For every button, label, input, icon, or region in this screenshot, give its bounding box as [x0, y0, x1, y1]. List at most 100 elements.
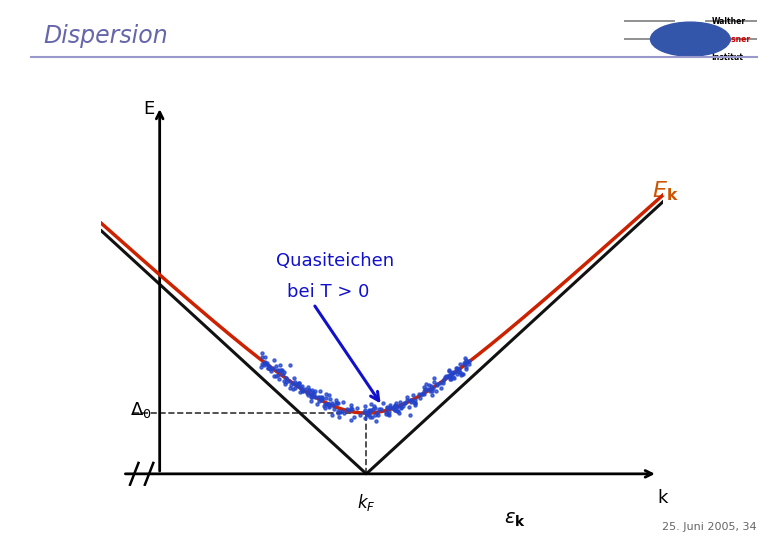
Point [404, 410, 417, 419]
Point [268, 372, 280, 380]
Point [406, 397, 418, 406]
Point [403, 402, 416, 411]
Point [360, 409, 373, 418]
Point [405, 396, 417, 404]
Point [425, 387, 438, 395]
Point [373, 405, 385, 414]
Point [341, 405, 353, 414]
Point [423, 381, 435, 390]
Text: 25. Juni 2005, 34: 25. Juni 2005, 34 [662, 522, 757, 532]
Point [389, 406, 402, 415]
Point [431, 381, 444, 390]
Point [434, 379, 447, 388]
Point [409, 399, 421, 407]
Point [262, 364, 275, 373]
Text: bei T > 0: bei T > 0 [287, 283, 369, 301]
Point [437, 377, 449, 386]
Point [425, 382, 438, 390]
Point [314, 386, 326, 395]
Point [363, 410, 375, 418]
Point [315, 393, 328, 402]
Point [435, 384, 448, 393]
Point [395, 404, 407, 413]
Point [413, 389, 425, 398]
Point [431, 379, 443, 388]
Point [332, 408, 345, 417]
Point [307, 388, 320, 397]
Point [322, 400, 335, 408]
Point [330, 399, 342, 408]
Point [321, 400, 334, 409]
Text: Meissner: Meissner [711, 35, 750, 44]
Point [388, 406, 401, 415]
Point [303, 385, 315, 394]
Point [365, 400, 378, 408]
Point [359, 401, 371, 410]
Point [345, 404, 357, 413]
Point [284, 383, 296, 392]
Point [306, 386, 318, 394]
Point [451, 370, 463, 379]
Text: $E_\mathbf{k}$: $E_\mathbf{k}$ [652, 180, 679, 204]
Point [334, 408, 346, 416]
Point [305, 393, 317, 401]
Point [418, 385, 431, 394]
Point [420, 384, 433, 393]
Point [257, 361, 270, 370]
Point [323, 391, 335, 400]
Point [383, 401, 395, 410]
Point [324, 394, 337, 403]
Point [453, 368, 466, 377]
Point [404, 396, 417, 404]
Point [394, 397, 406, 406]
Point [257, 359, 270, 367]
Point [306, 393, 318, 402]
Point [346, 405, 358, 414]
Point [291, 380, 303, 389]
Point [273, 374, 285, 383]
Point [260, 360, 272, 368]
Point [289, 377, 301, 386]
Point [284, 360, 296, 369]
Point [444, 372, 456, 381]
Point [383, 407, 395, 416]
Point [347, 412, 360, 421]
Point [398, 399, 410, 407]
Point [367, 405, 379, 414]
Point [303, 386, 315, 394]
Point [345, 401, 357, 409]
Point [321, 400, 333, 408]
Point [444, 372, 456, 381]
Point [320, 394, 332, 402]
Point [326, 410, 339, 419]
Point [409, 400, 421, 409]
Point [416, 389, 428, 398]
Point [296, 386, 308, 395]
Point [305, 390, 317, 399]
Point [316, 394, 328, 403]
Point [381, 404, 393, 413]
Point [332, 399, 344, 407]
Point [430, 387, 442, 395]
Point [460, 358, 473, 367]
Text: E: E [144, 100, 154, 118]
Point [390, 399, 402, 407]
Point [323, 403, 335, 411]
Point [381, 402, 393, 411]
Text: Walther: Walther [711, 17, 746, 25]
Point [409, 399, 421, 407]
Point [364, 406, 377, 415]
Point [388, 400, 401, 409]
Point [439, 373, 452, 381]
Point [255, 360, 268, 368]
Point [293, 379, 306, 387]
Point [391, 403, 403, 411]
Point [323, 400, 335, 409]
Point [362, 411, 374, 420]
Point [418, 387, 431, 396]
Point [274, 361, 286, 369]
Point [336, 407, 349, 415]
Point [304, 396, 317, 405]
Point [289, 384, 301, 393]
Point [272, 371, 285, 380]
